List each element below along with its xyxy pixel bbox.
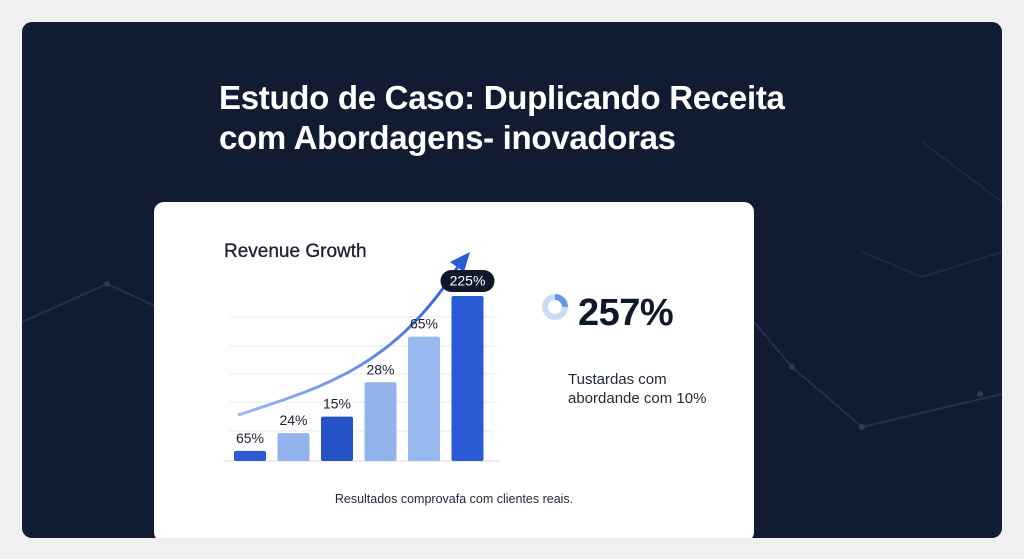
page-title: Estudo de Caso: Duplicando Receita com A… bbox=[219, 78, 785, 158]
bar-5 bbox=[451, 296, 484, 461]
highlight-label-pill bbox=[440, 270, 495, 292]
bar-1 bbox=[277, 433, 310, 461]
trend-arrow-line bbox=[237, 264, 461, 417]
bar-label-5: 225% bbox=[450, 273, 486, 289]
revenue-bar-chart: 65% 24% 15% 28% 65% 225% bbox=[224, 252, 499, 462]
bar-3 bbox=[364, 382, 397, 461]
trend-arrow-head-icon bbox=[450, 252, 470, 272]
chart-caption: Resultados comprovafa com clientes reais… bbox=[334, 492, 574, 506]
chart-card: Revenue Growth 65% 24% 15% 28% 65% 225% 257% … bbox=[154, 202, 754, 538]
bar-label-0: 65% bbox=[236, 430, 264, 446]
donut-icon bbox=[542, 294, 568, 320]
bar-2 bbox=[321, 416, 353, 461]
stat-description: Tustardas com abordande com 10% bbox=[568, 371, 707, 407]
bar-label-2: 15% bbox=[323, 396, 351, 412]
stat-value: 257% bbox=[578, 292, 674, 334]
bar-0 bbox=[234, 450, 266, 461]
bar-label-4: 65% bbox=[410, 316, 438, 332]
slide-frame: Estudo de Caso: Duplicando Receita com A… bbox=[22, 22, 1002, 538]
title-line-2: com Abordagens- inovadoras bbox=[219, 119, 676, 156]
bar-4 bbox=[408, 336, 440, 461]
bar-label-1: 24% bbox=[279, 412, 307, 428]
chart-title: Revenue Growth bbox=[224, 241, 367, 262]
title-line-1: Estudo de Caso: Duplicando Receita bbox=[219, 79, 785, 116]
bar-label-3: 28% bbox=[366, 361, 394, 377]
